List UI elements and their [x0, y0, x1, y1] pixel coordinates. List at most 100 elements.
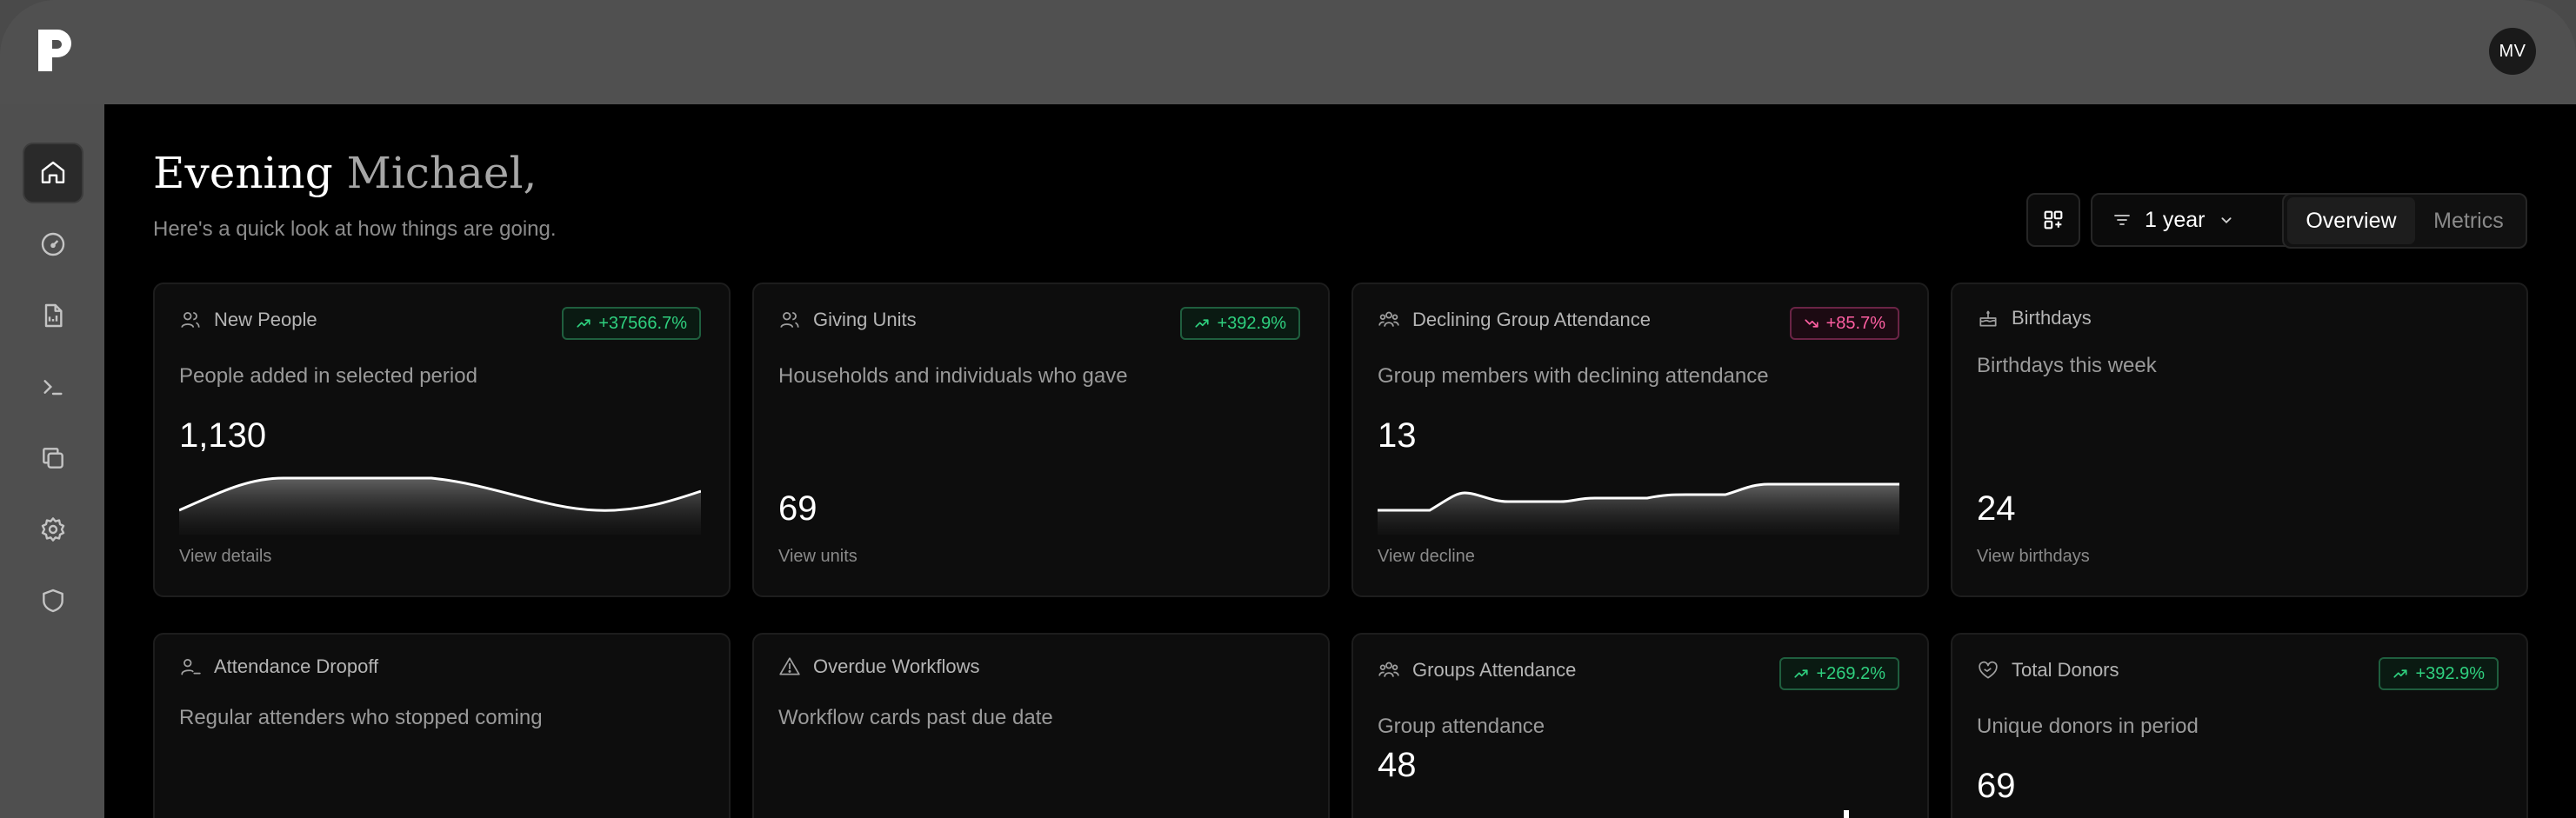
card-header: New People — [179, 309, 317, 331]
sidebar — [0, 104, 104, 818]
user-minus-icon — [181, 659, 201, 675]
gear-icon — [41, 517, 65, 542]
card-declining-group-attendance[interactable]: Declining Group Attendance +85.7% Group … — [1351, 283, 1929, 597]
terminal-icon — [43, 380, 63, 396]
card-header: Groups Attendance — [1378, 659, 1576, 682]
trend-up-icon — [577, 319, 591, 328]
cake-icon — [1979, 310, 1997, 327]
card-title: Overdue Workflows — [813, 655, 980, 677]
copy-icon — [43, 448, 63, 469]
card-description: Unique donors in period — [1977, 715, 2199, 738]
card-overdue-workflows[interactable]: Overdue Workflows Workflow cards past du… — [752, 633, 1330, 818]
card-description: Group members with declining attendance — [1378, 364, 1769, 388]
card-header: Declining Group Attendance — [1378, 309, 1651, 331]
chart-bar — [1844, 810, 1849, 818]
badge-value: +85.7% — [1825, 313, 1885, 333]
trend-badge: +37566.7% — [562, 307, 701, 340]
view-switcher: Overview Metrics — [2282, 193, 2527, 249]
trend-up-icon — [1195, 319, 1210, 328]
card-attendance-dropoff[interactable]: Attendance Dropoff Regular attenders who… — [153, 633, 731, 818]
card-total-donors[interactable]: Total Donors +392.9% Unique donors in pe… — [1951, 633, 2528, 818]
group-icon — [1378, 662, 1399, 677]
card-title: Groups Attendance — [1412, 659, 1577, 681]
user-name: Michael, — [346, 148, 537, 198]
sidebar-item-security[interactable] — [23, 570, 83, 631]
sparkline-declining-attendance — [1378, 482, 1899, 535]
view-units-link[interactable]: View units — [778, 547, 858, 566]
report-icon — [44, 303, 63, 328]
sidebar-item-settings[interactable] — [23, 499, 83, 560]
card-title: Declining Group Attendance — [1412, 309, 1651, 330]
card-title: Birthdays — [2012, 307, 2092, 329]
period-label: 1 year — [2145, 207, 2206, 232]
greeting-text: Evening — [153, 148, 333, 198]
sidebar-item-duplicate[interactable] — [23, 428, 83, 489]
card-description: Regular attenders who stopped coming — [179, 706, 543, 729]
layout-toggle-button[interactable] — [2026, 193, 2080, 247]
view-decline-link[interactable]: View decline — [1378, 547, 1475, 566]
card-description: Group attendance — [1378, 715, 1545, 738]
card-header: Overdue Workflows — [778, 655, 980, 678]
card-header: Attendance Dropoff — [179, 655, 378, 678]
view-details-link[interactable]: View details — [179, 547, 272, 566]
app-logo-icon[interactable] — [33, 26, 77, 75]
card-groups-attendance[interactable]: Groups Attendance +269.2% Group attendan… — [1351, 633, 1929, 818]
avatar[interactable]: MV — [2489, 28, 2536, 75]
card-title: Giving Units — [813, 309, 917, 330]
card-giving-units[interactable]: Giving Units +392.9% Households and indi… — [752, 283, 1330, 597]
badge-value: +392.9% — [1217, 313, 1286, 333]
badge-value: +392.9% — [2415, 663, 2485, 683]
page-title: Evening Michael, — [153, 148, 537, 198]
card-description: People added in selected period — [179, 364, 477, 388]
trend-badge: +392.9% — [2379, 657, 2499, 690]
grid-icon — [2044, 210, 2063, 229]
group-icon — [1378, 311, 1399, 327]
card-title: New People — [214, 309, 317, 330]
card-title: Attendance Dropoff — [214, 655, 379, 677]
card-header: Total Donors — [1977, 659, 2119, 682]
trend-up-icon — [1794, 669, 1809, 678]
card-description: Birthdays this week — [1977, 354, 2157, 377]
card-header: Birthdays — [1977, 307, 2092, 329]
home-icon — [41, 161, 65, 183]
sidebar-item-home[interactable] — [23, 143, 83, 203]
card-description: Households and individuals who gave — [778, 364, 1128, 388]
trend-badge: +85.7% — [1789, 307, 1899, 340]
trend-up-icon — [2393, 669, 2408, 678]
card-value: 1,130 — [179, 416, 267, 455]
trend-down-icon — [1805, 319, 1819, 328]
card-value: 24 — [1977, 489, 2016, 528]
card-value: 69 — [1977, 767, 2016, 805]
card-description: Workflow cards past due date — [778, 706, 1053, 729]
badge-value: +37566.7% — [598, 313, 687, 333]
card-birthdays[interactable]: Birthdays Birthdays this week 24 View bi… — [1951, 283, 2528, 597]
tab-metrics[interactable]: Metrics — [2433, 208, 2504, 233]
page-subtitle: Here's a quick look at how things are go… — [153, 217, 557, 241]
main-content: Evening Michael, Here's a quick look at … — [104, 104, 2576, 818]
top-bar: MV — [0, 0, 2576, 104]
sidebar-item-terminal[interactable] — [23, 356, 83, 417]
card-title: Total Donors — [2012, 659, 2119, 681]
sparkline-new-people — [179, 476, 701, 535]
filter-icon — [2114, 215, 2130, 225]
sidebar-item-dashboard[interactable] — [23, 214, 83, 275]
card-value: 69 — [778, 489, 818, 528]
card-header: Giving Units — [778, 309, 917, 331]
chevron-down-icon — [2221, 217, 2232, 224]
period-select[interactable]: 1 year — [2091, 193, 2303, 247]
badge-value: +269.2% — [1816, 663, 1885, 683]
gauge-icon — [41, 232, 65, 256]
card-new-people[interactable]: New People +37566.7% People added in sel… — [153, 283, 731, 597]
card-value: 13 — [1378, 416, 1417, 455]
users-icon — [780, 312, 799, 328]
card-value: 48 — [1378, 746, 1417, 784]
shield-icon — [43, 589, 63, 613]
trend-badge: +392.9% — [1180, 307, 1300, 340]
sidebar-item-reports[interactable] — [23, 285, 83, 346]
warning-icon — [779, 657, 800, 675]
tab-overview[interactable]: Overview — [2287, 197, 2415, 244]
users-icon — [181, 312, 200, 328]
view-birthdays-link[interactable]: View birthdays — [1977, 547, 2090, 566]
heart-hand-icon — [1979, 661, 1998, 679]
